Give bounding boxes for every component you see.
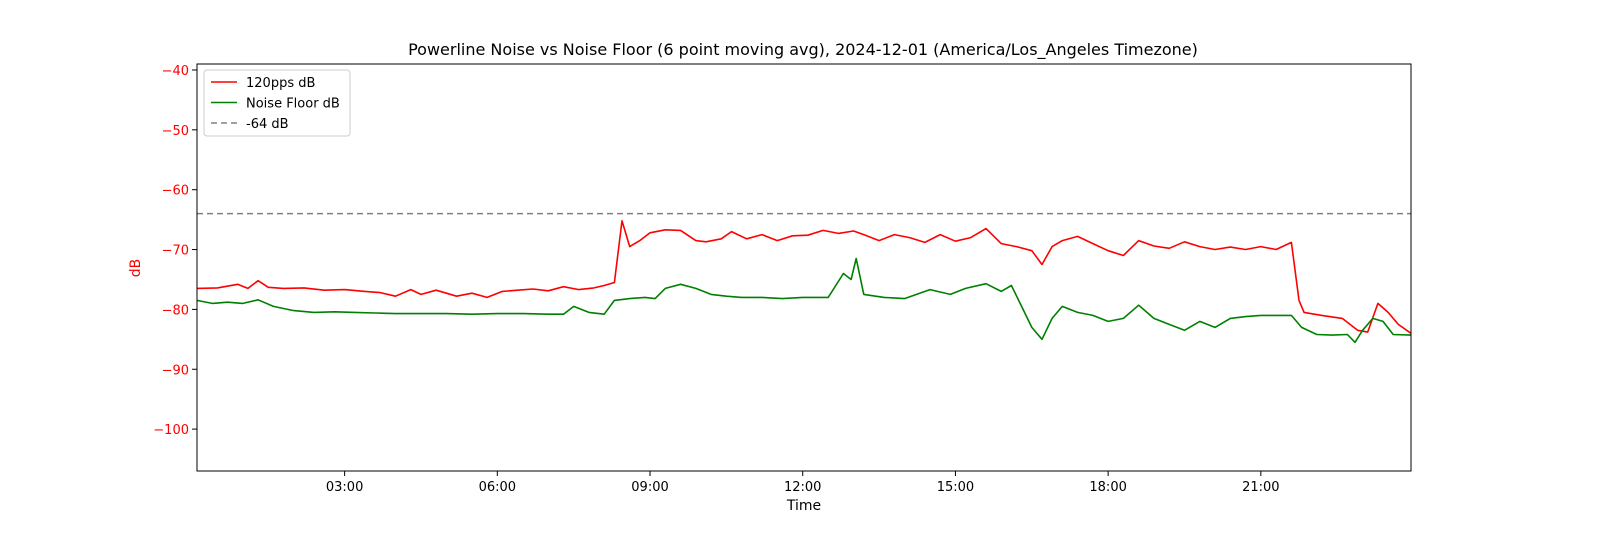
series-line-1 bbox=[196, 220, 1412, 334]
legend-box bbox=[203, 69, 351, 137]
y-tick-label: −50 bbox=[162, 124, 189, 139]
y-tick-label: −80 bbox=[162, 303, 189, 318]
x-tick-label: 21:00 bbox=[1242, 480, 1279, 495]
x-tick-label: 15:00 bbox=[937, 480, 974, 495]
x-tick-label: 18:00 bbox=[1089, 480, 1126, 495]
y-axis-label: dB bbox=[128, 259, 144, 278]
legend-label: 120pps dB bbox=[246, 76, 315, 91]
legend-label: -64 dB bbox=[246, 117, 289, 132]
x-tick-label: 12:00 bbox=[784, 480, 821, 495]
y-tick-label: −60 bbox=[162, 184, 189, 199]
plot-area-frame bbox=[196, 63, 1412, 472]
x-tick-label: 06:00 bbox=[479, 480, 516, 495]
series-line-2 bbox=[196, 257, 1412, 344]
y-tick-label: −40 bbox=[162, 64, 189, 79]
x-tick-label: 09:00 bbox=[631, 480, 668, 495]
y-axis: −40 −50 −60 −70 −80 −90 −100 bbox=[153, 64, 197, 438]
legend-label: Noise Floor dB bbox=[246, 97, 340, 112]
x-axis: 03:00 06:00 09:00 12:00 15:00 18:00 21:00 bbox=[326, 471, 1280, 495]
legend: 120pps dB Noise Floor dB -64 dB bbox=[203, 69, 351, 137]
y-tick-label: −100 bbox=[153, 423, 189, 438]
x-axis-label: Time bbox=[786, 498, 821, 514]
y-tick-label: −70 bbox=[162, 244, 189, 259]
x-tick-label: 03:00 bbox=[326, 480, 363, 495]
series-layer bbox=[196, 212, 1412, 344]
y-tick-label: −90 bbox=[162, 363, 189, 378]
chart-title: Powerline Noise vs Noise Floor (6 point … bbox=[408, 40, 1198, 60]
